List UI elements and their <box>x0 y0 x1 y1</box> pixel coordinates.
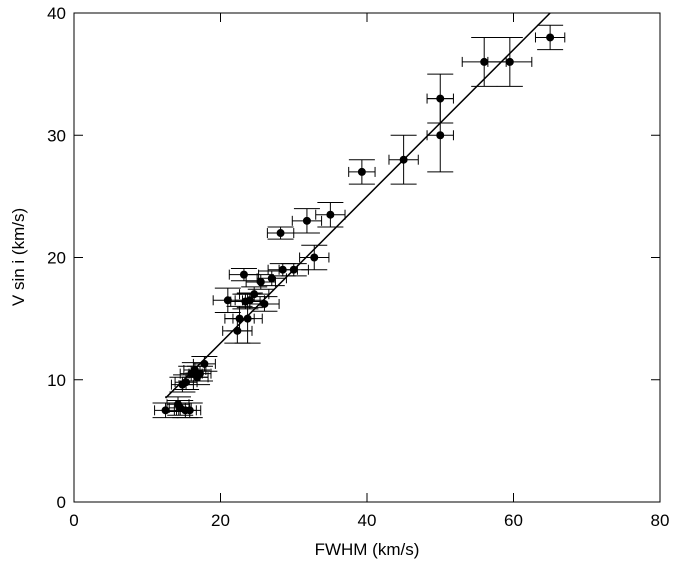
data-points <box>161 33 555 415</box>
data-point <box>195 369 204 378</box>
x-tick-label: 20 <box>211 511 230 530</box>
data-point <box>260 299 269 308</box>
data-point <box>480 57 489 66</box>
data-point <box>250 290 259 299</box>
data-point <box>235 314 244 323</box>
data-point <box>200 359 209 368</box>
fit-line <box>165 12 551 399</box>
data-point <box>399 155 408 164</box>
data-point <box>302 216 311 225</box>
x-tick-label: 40 <box>358 511 377 530</box>
data-point <box>357 167 366 176</box>
y-tick-label: 10 <box>47 371 66 390</box>
data-point <box>243 314 252 323</box>
y-tick-label: 30 <box>47 126 66 145</box>
data-point <box>185 406 194 415</box>
data-point <box>276 229 285 238</box>
fit-line-group <box>165 12 551 399</box>
data-point <box>310 253 319 262</box>
data-point <box>161 406 170 415</box>
data-point <box>182 378 191 387</box>
data-point <box>245 296 254 305</box>
data-point <box>278 265 287 274</box>
data-point <box>223 296 232 305</box>
error-bars <box>152 24 566 419</box>
y-tick-label: 0 <box>57 493 66 512</box>
plot-frame <box>73 12 661 503</box>
y-tick-label: 40 <box>47 4 66 23</box>
y-axis-title: V sin i (km/s) <box>9 208 28 306</box>
data-point <box>436 94 445 103</box>
y-tick-label: 20 <box>47 249 66 268</box>
data-point <box>256 277 265 286</box>
x-axis-title: FWHM (km/s) <box>315 540 420 559</box>
x-tick-label: 0 <box>69 511 78 530</box>
x-tick-label: 60 <box>504 511 523 530</box>
axis-ticks <box>73 12 661 503</box>
data-point <box>233 326 242 335</box>
x-tick-label: 80 <box>651 511 670 530</box>
data-point <box>436 131 445 140</box>
data-point <box>289 265 298 274</box>
data-point <box>267 274 276 283</box>
data-point <box>505 57 514 66</box>
data-point <box>326 210 335 219</box>
data-point <box>546 33 555 42</box>
axis-tick-labels: 0 20 40 60 80 0 10 20 30 40 <box>47 4 669 530</box>
data-point <box>239 270 248 279</box>
